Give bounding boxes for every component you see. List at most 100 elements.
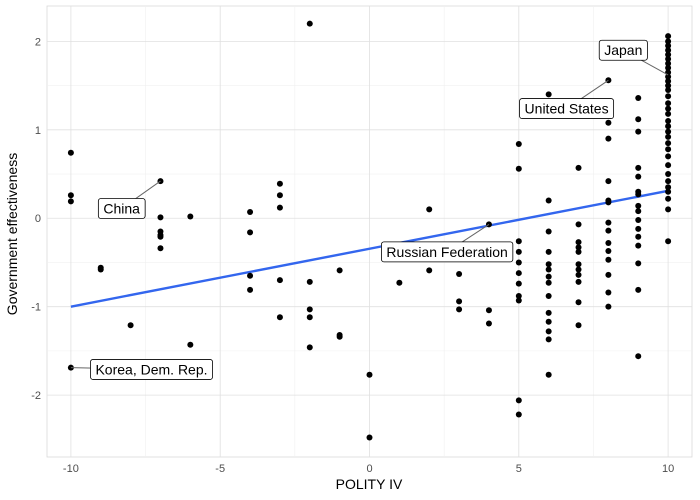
data-point: [276, 277, 283, 284]
data-point: [276, 204, 283, 211]
data-point: [545, 266, 552, 273]
data-point: [605, 199, 612, 206]
x-tick-label: -5: [215, 463, 225, 475]
data-point: [306, 306, 313, 313]
data-point: [665, 105, 672, 112]
data-point: [515, 297, 522, 304]
data-point: [157, 233, 164, 240]
data-point: [575, 261, 582, 268]
x-tick-label: 5: [516, 463, 522, 475]
data-point: [575, 278, 582, 285]
data-point: [456, 306, 463, 313]
data-point: [665, 47, 672, 54]
data-point: [247, 286, 254, 293]
trend-line: [70, 189, 669, 308]
data-point: [545, 318, 552, 325]
data-point: [276, 180, 283, 187]
trend-line-group: [70, 189, 669, 308]
data-point: [366, 371, 373, 378]
data-point: [635, 208, 642, 215]
data-point: [545, 261, 552, 268]
data-point: [665, 146, 672, 153]
data-point: [157, 245, 164, 252]
data-point: [485, 320, 492, 327]
data-point: [545, 228, 552, 235]
data-point: [67, 192, 74, 199]
data-point: [336, 333, 343, 340]
data-point: [306, 278, 313, 285]
data-point: [635, 217, 642, 224]
data-point: [605, 256, 612, 263]
data-point: [545, 197, 552, 204]
data-point: [665, 87, 672, 94]
annotation-label: Russian Federation: [386, 244, 507, 260]
y-tick-label: 2: [35, 36, 41, 48]
data-point: [306, 314, 313, 321]
data-point: [426, 206, 433, 213]
data-point: [665, 78, 672, 85]
data-point: [575, 221, 582, 228]
annotation: United States: [519, 79, 615, 119]
data-point: [187, 213, 194, 220]
data-point: [635, 225, 642, 232]
data-point: [635, 164, 642, 171]
data-point: [247, 272, 254, 279]
data-point: [515, 259, 522, 266]
data-point: [515, 238, 522, 245]
data-point: [97, 266, 104, 273]
annotation: Korea, Dem. Rep.: [70, 359, 213, 380]
data-point: [665, 64, 672, 71]
data-point: [635, 116, 642, 123]
data-point: [635, 233, 642, 240]
data-point: [187, 341, 194, 348]
data-point: [276, 314, 283, 321]
data-point: [665, 133, 672, 140]
data-point: [515, 248, 522, 255]
annotation: Russian Federation: [381, 224, 514, 263]
data-point: [157, 214, 164, 221]
x-tick-label: 10: [662, 463, 674, 475]
data-point: [515, 140, 522, 147]
data-point: [456, 298, 463, 305]
data-point: [635, 128, 642, 135]
data-point: [635, 202, 642, 209]
y-tick-label: 0: [35, 213, 41, 225]
x-tick-label: 0: [366, 463, 372, 475]
data-point: [665, 56, 672, 63]
data-point: [515, 411, 522, 418]
annotation-box: [97, 198, 146, 219]
annotation-box: [381, 241, 514, 263]
data-point: [67, 149, 74, 156]
annotation-box: [598, 39, 648, 61]
data-point: [605, 219, 612, 226]
data-point: [635, 242, 642, 249]
data-point: [665, 100, 672, 107]
data-point: [605, 119, 612, 126]
data-point: [635, 191, 642, 198]
annotation: Japan: [598, 39, 669, 76]
data-point: [605, 178, 612, 185]
annotation-label: United States: [525, 101, 609, 117]
data-point: [665, 38, 672, 45]
data-point: [575, 266, 582, 273]
data-point: [456, 270, 463, 277]
data-point: [575, 271, 582, 278]
data-point: [665, 60, 672, 67]
data-point: [665, 128, 672, 135]
data-point: [665, 82, 672, 89]
data-point: [665, 195, 672, 202]
data-point: [605, 289, 612, 296]
data-point: [545, 371, 552, 378]
data-point: [665, 42, 672, 49]
y-axis-ticks: -2 -1 0 1 2: [31, 36, 41, 402]
data-point: [247, 209, 254, 216]
data-point: [545, 279, 552, 286]
annotation-box: [90, 359, 213, 380]
data-point: [366, 434, 373, 441]
data-point: [515, 397, 522, 404]
data-point: [575, 322, 582, 329]
data-point: [276, 192, 283, 199]
data-point: [665, 184, 672, 191]
data-point: [605, 227, 612, 234]
